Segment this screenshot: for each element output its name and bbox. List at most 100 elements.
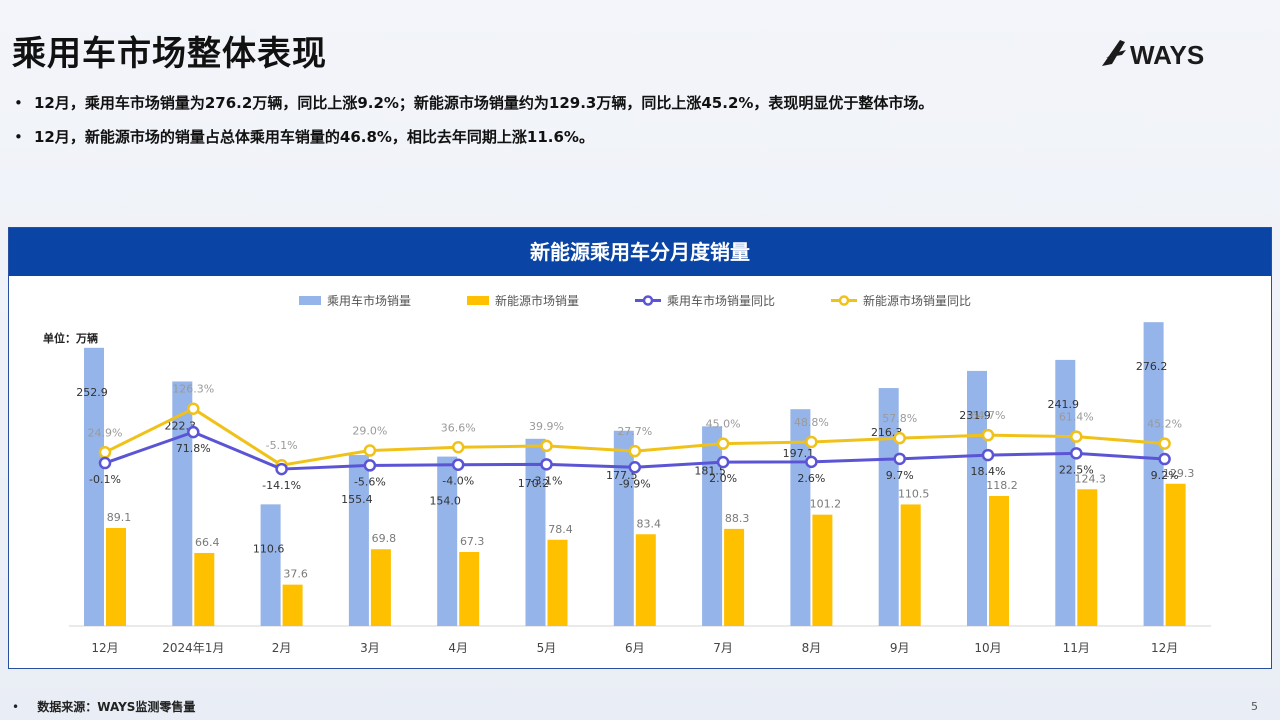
legend-label: 新能源市场销量 [495,293,579,308]
total-yoy-point [1070,447,1083,460]
nev-yoy-point [451,441,465,454]
nev-yoy-label: 29.0% [352,425,387,438]
total-yoy-point [893,452,906,466]
slide-title: 乘用车市场整体表现 [12,34,327,74]
chart-panel: 新能源乘用车分月度销量 单位：万辆 乘用车市场销量 新能源市场销量 乘用车市场销量同比… [8,227,1272,669]
bar-nev-label: 69.8 [372,532,397,545]
category-label: 12月 [91,641,118,655]
bar-nev-label: 88.3 [725,512,750,525]
bar-nev-label: 101.2 [810,498,842,511]
nev-yoy-label: 39.9% [529,420,564,433]
bar-total-sales [702,426,723,626]
bullet-dot-icon: • [14,94,23,112]
bar-total-sales [878,388,899,626]
bar-total-label: 252.9 [76,386,108,399]
category-label: 5月 [537,641,557,655]
chart-title: 新能源乘用车分月度销量 [9,228,1271,276]
total-yoy-label: 9.2% [1151,469,1179,482]
category-label: 8月 [802,641,822,655]
legend-marker [838,295,850,306]
category-label: 9月 [890,641,910,655]
category-label: 7月 [713,641,733,655]
bar-total-sales [260,504,281,626]
nev-yoy-point [716,437,730,450]
bar-nev-label: 129.3 [1163,467,1195,480]
bar-total-sales [1055,359,1076,626]
nev-yoy-label: 24.9% [88,426,123,439]
bar-nev-label: 89.1 [107,511,132,524]
nev-yoy-point [1158,437,1171,450]
bar-nev-sales [282,584,303,626]
bar-total-label: 241.9 [1048,398,1080,411]
category-label: 10月 [974,641,1001,655]
logo-text: WAYS [1130,40,1204,70]
legend-label: 乘用车市场销量 [327,293,411,308]
total-yoy-point [451,458,465,471]
bullet-text: 12月，乘用车市场销量为276.2万辆，同比上涨9.2%；新能源市场销量约为12… [34,94,934,112]
nev-yoy-label: 126.3% [172,383,214,396]
bar-total-sales [348,455,369,626]
nev-yoy-point [363,444,377,457]
bar-nev-sales [900,504,921,626]
bar-nev-sales [1077,489,1098,626]
bar-total-label: 181.5 [694,464,726,477]
nev-yoy-label: -5.1% [266,439,298,452]
total-yoy-label: -3.1% [531,474,563,487]
bar-nev-label: 67.3 [460,535,485,548]
total-yoy-point [981,448,995,462]
nev-yoy-point [187,402,200,415]
monthly-sales-chart: 单位：万辆 乘用车市场销量 新能源市场销量 乘用车市场销量同比 新能源市场销量同比 252… [43,293,1211,655]
category-label: 3月 [360,641,380,655]
total-yoy-point [363,459,377,472]
total-yoy-point [187,425,200,439]
bar-nev-sales [547,539,568,626]
ways-logo: WAYS [1102,40,1204,70]
bar-total-label: 231.9 [959,409,991,422]
total-yoy-label: 71.8% [176,442,211,455]
bar-total-label: 110.6 [253,542,285,555]
summary-bullets: • 12月，乘用车市场销量为276.2万辆，同比上涨9.2%；新能源市场销量约为… [14,92,933,160]
bullet-item: • 12月，新能源市场的销量占总体乘用车销量的46.8%，相比去年同期上涨11.… [14,126,933,160]
bar-total-label: 154.0 [429,495,461,508]
category-label: 12月 [1151,641,1178,655]
bar-nev-label: 78.4 [548,523,573,536]
total-yoy-label: 2.0% [709,472,737,485]
legend-label: 乘用车市场销量同比 [667,293,775,308]
footer-source-text: 数据来源：WAYS监测零售量 [37,700,196,714]
bar-nev-sales [989,495,1009,626]
footer-source: • 数据来源：WAYS监测零售量 [12,698,195,715]
bar-nev-label: 118.2 [986,479,1018,492]
total-yoy-label: 18.4% [971,465,1006,478]
bar-total-label: 155.4 [341,493,373,506]
bar-total-sales [525,438,546,626]
bar-nev-sales [459,551,480,626]
nev-yoy-label: 45.0% [706,418,741,431]
bar-nev-sales [194,552,215,626]
bar-total-label: 276.2 [1136,360,1168,373]
bar-nev-sales [1165,483,1186,626]
bar-total-sales [1143,322,1164,626]
unit-label: 单位：万辆 [43,331,98,345]
total-yoy-label: 9.7% [886,469,914,482]
bar-total-sales [172,381,193,626]
nev-yoy-point [98,446,112,459]
nev-yoy-label: 27.7% [617,425,652,438]
legend-swatch [299,296,321,305]
bar-nev-sales [812,514,833,626]
bullet-item: • 12月，乘用车市场销量为276.2万辆，同比上涨9.2%；新能源市场销量约为… [14,92,933,126]
bar-total-label: 170.2 [518,477,550,490]
footer-dot-icon: • [12,700,20,714]
bar-nev-sales [106,527,126,626]
category-label: 2024年1月 [162,641,224,655]
bar-nev-label: 110.5 [898,487,930,500]
legend-label: 新能源市场销量同比 [863,293,971,308]
bullet-text: 12月，新能源市场的销量占总体乘用车销量的46.8%，相比去年同期上涨11.6%… [34,128,594,146]
page-number: 5 [1251,700,1258,713]
bar-nev-label: 124.3 [1075,472,1107,485]
bar-nev-sales [635,534,656,626]
total-yoy-point [98,456,112,470]
nev-yoy-point [805,435,818,449]
total-yoy-point [805,455,818,469]
nev-yoy-point [540,439,553,453]
total-yoy-point [540,458,553,471]
